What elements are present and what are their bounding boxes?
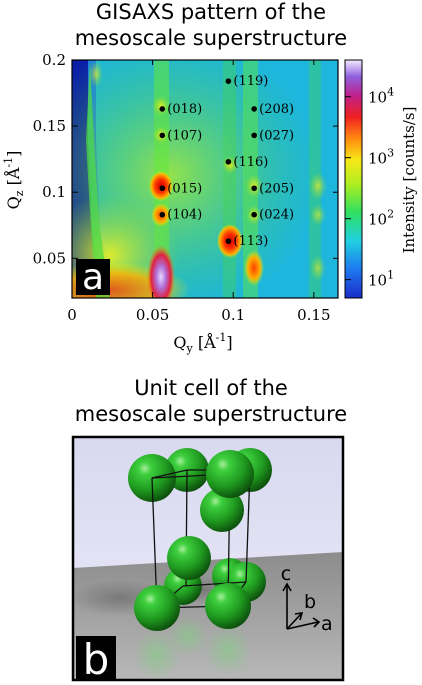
panel-a-label: a bbox=[82, 257, 104, 298]
lattice-axes-indicator bbox=[282, 582, 321, 630]
peak-label: (119) bbox=[233, 74, 268, 89]
peak-dot bbox=[159, 132, 166, 139]
y-axis-ticks: 0.05 0.1 0.15 0.2 bbox=[33, 51, 338, 267]
panel-b-label-box bbox=[76, 636, 116, 680]
axis-a-label: a bbox=[321, 613, 333, 635]
y-tick-label: 0.1 bbox=[42, 183, 66, 201]
peak-label: (116) bbox=[233, 155, 268, 170]
peak-dot bbox=[225, 159, 232, 165]
peak-markers: (119) (018) (208) (107) (027) (116) (015) (205)… bbox=[159, 74, 294, 249]
y-tick-label: 0.2 bbox=[42, 51, 66, 69]
peak-dot bbox=[251, 185, 257, 192]
panel-a-title-line2: mesoscale superstructure bbox=[74, 26, 348, 50]
y-axis-label: Qz [Å-1] bbox=[2, 151, 26, 210]
plot-frame bbox=[71, 59, 339, 299]
colorbar-label: Intensity [counts/s] bbox=[400, 107, 418, 254]
x-tick-label: 0.05 bbox=[136, 306, 169, 324]
panel-a-label-box bbox=[76, 259, 110, 295]
peak-label: (027) bbox=[259, 128, 294, 143]
x-axis-ticks: 0 0.05 0.1 0.15 bbox=[67, 60, 331, 324]
panel-b-title-line1: Unit cell of the bbox=[134, 376, 288, 400]
peak-label: (018) bbox=[167, 102, 202, 117]
axis-c-label: c bbox=[281, 563, 291, 585]
x-axis-label: Qy [Å-1] bbox=[173, 331, 232, 355]
peak-dot bbox=[251, 132, 257, 139]
panel-b-label: b bbox=[83, 635, 110, 684]
panel-b-title-line2: mesoscale superstructure bbox=[74, 402, 348, 426]
peak-dot bbox=[251, 211, 257, 218]
colorbar-tick-label: 104 bbox=[368, 86, 394, 107]
peak-dot bbox=[225, 78, 232, 84]
gisaxs-heatmap bbox=[72, 60, 338, 298]
x-tick-label: 0 bbox=[67, 306, 77, 324]
peak-label: (113) bbox=[233, 234, 268, 249]
y-tick-label: 0.05 bbox=[33, 249, 66, 267]
peak-dot bbox=[159, 185, 166, 192]
panel-a-title-line1: GISAXS pattern of the bbox=[95, 0, 327, 24]
peak-dot bbox=[159, 106, 166, 112]
peak-label: (107) bbox=[167, 128, 202, 143]
peak-label: (208) bbox=[259, 102, 294, 117]
colorbar-ticks: 104 103 102 101 bbox=[345, 86, 394, 290]
peak-label: (205) bbox=[259, 181, 294, 196]
peak-dot bbox=[251, 106, 257, 112]
colorbar-tick-label: 101 bbox=[368, 269, 394, 290]
peak-label: (015) bbox=[167, 181, 202, 196]
colorbar-tick-label: 103 bbox=[368, 147, 394, 168]
peak-label: (024) bbox=[259, 208, 294, 223]
colorbar-tick-label: 102 bbox=[368, 208, 394, 229]
y-tick-label: 0.15 bbox=[33, 117, 66, 135]
x-tick-label: 0.15 bbox=[297, 306, 330, 324]
unit-cell-frame bbox=[71, 435, 345, 682]
peak-dot bbox=[225, 238, 232, 244]
axis-b-label: b bbox=[304, 591, 316, 613]
colorbar bbox=[344, 59, 363, 299]
unit-cell-render: c b a b bbox=[73, 437, 343, 684]
x-tick-label: 0.1 bbox=[221, 306, 245, 324]
peak-label: (104) bbox=[167, 208, 202, 223]
peak-dot bbox=[159, 211, 166, 218]
